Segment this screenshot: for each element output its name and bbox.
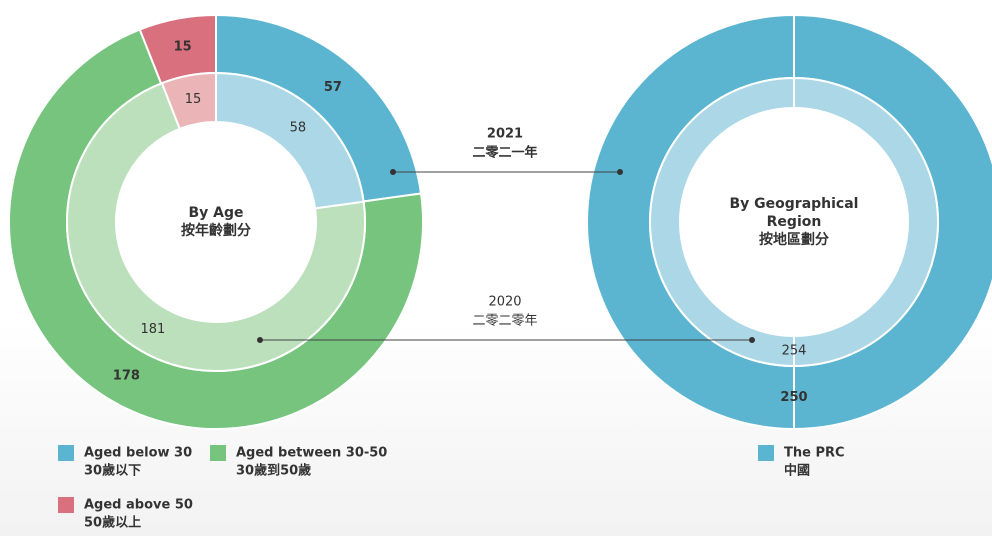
year-label-zh: 二零二零年 <box>472 314 537 329</box>
value-label: 178 <box>113 368 140 383</box>
donut-slice <box>649 76 939 368</box>
value-label: 58 <box>290 121 307 136</box>
value-label: 254 <box>782 344 807 359</box>
year-label: 2021 <box>487 127 523 142</box>
center-label: Region <box>767 214 822 230</box>
value-label: 15 <box>174 40 192 55</box>
year-label-zh: 二零二一年 <box>472 145 537 161</box>
legend-swatch <box>758 445 774 461</box>
legend-swatch <box>58 445 74 461</box>
value-label: 15 <box>185 92 202 107</box>
legend-label: Aged above 50 <box>84 498 193 513</box>
donut-slice <box>160 71 217 131</box>
center-label: 按地區劃分 <box>759 231 829 248</box>
donut-slice <box>66 81 366 372</box>
value-label: 181 <box>140 322 165 337</box>
year-label: 2020 <box>488 295 521 310</box>
connector-dot <box>617 169 623 175</box>
legend-swatch <box>58 497 74 513</box>
center-label: By Geographical <box>730 196 859 212</box>
center-label: By Age <box>188 205 243 221</box>
legend-label: Aged below 30 <box>84 446 192 461</box>
connector-dot <box>749 337 755 343</box>
legend-label-zh: 30歲以下 <box>84 463 141 479</box>
value-label: 250 <box>780 390 807 405</box>
donut-hole <box>681 109 907 335</box>
donuts <box>8 13 992 431</box>
donut-hole <box>117 123 315 321</box>
legend-label-zh: 30歲到50歲 <box>236 463 311 479</box>
legend-label-zh: 中國 <box>784 463 810 479</box>
value-label: 57 <box>324 80 342 95</box>
legend-swatch <box>210 445 226 461</box>
legend-label-zh: 50歲以上 <box>84 515 141 531</box>
legend-label: The PRC <box>784 446 845 461</box>
connector-dot <box>390 169 396 175</box>
connector-dot <box>257 337 263 343</box>
legend-label: Aged between 30-50 <box>236 446 387 461</box>
center-label: 按年齡劃分 <box>181 222 251 239</box>
